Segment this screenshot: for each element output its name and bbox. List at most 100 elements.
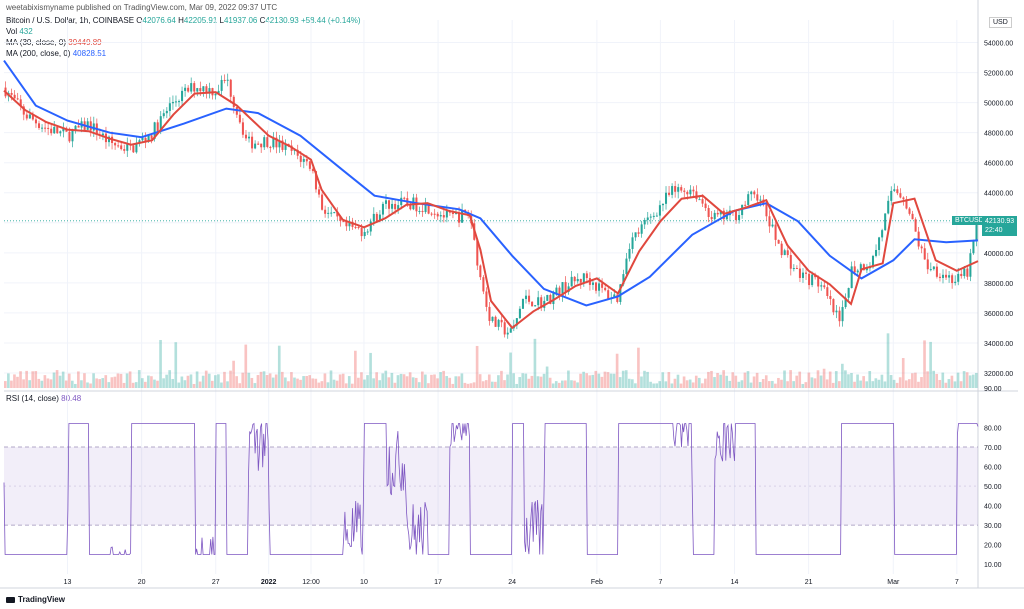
volume-bar [731,372,735,388]
volume-bar [576,382,579,388]
candle-body [476,239,479,266]
candle-body [388,200,391,209]
volume-bar [865,381,869,388]
candle-body [893,189,896,191]
volume-bar [591,374,595,388]
candle-body [13,94,16,99]
volume-bar [162,378,165,388]
volume-bar [433,374,436,388]
volume-bar [841,363,844,388]
volume-bar [859,380,862,388]
volume-bar [253,383,257,388]
candle-body [555,287,558,294]
volume-bar [512,373,515,388]
candle-body [311,168,314,172]
volume-bar [786,381,789,388]
volume-bar [61,371,65,388]
candle-body [871,255,875,268]
candle-body [859,264,862,271]
ohlc-open: O42076.64 [136,16,176,25]
candle-body [878,237,881,250]
volume-axis-label: 90.00 [984,386,1002,393]
candle-body [805,272,808,274]
volume-bar [478,374,482,388]
candle-body [616,294,619,302]
time-tick-label: 10 [360,579,368,586]
candle-body [25,114,28,119]
volume-bar [119,373,123,388]
volume-bar [226,381,229,388]
volume-bar [810,377,814,388]
candle-body [47,127,50,129]
volume-bar [323,373,327,388]
rsi-tick-label: 80.00 [984,425,1002,432]
candle-body [324,209,327,214]
volume-bar [667,372,671,388]
volume-bar [220,382,223,388]
candle-body [951,275,954,284]
candle-body [780,243,783,256]
candle-body [829,296,832,300]
candle-body [591,282,594,285]
candle-body [153,122,156,139]
volume-bar [360,372,363,388]
volume-bar [813,378,817,388]
grid [0,0,1024,589]
volume-bar [758,382,762,388]
candle-body [89,121,92,131]
volume-bar [777,377,780,388]
volume-bar [929,341,932,388]
candle-body [226,79,229,81]
candle-body [628,248,631,259]
volume-bar [898,377,902,388]
candle-body [835,310,838,313]
volume-bar [302,376,305,388]
candle-body [798,268,801,278]
candle-body [850,266,853,289]
volume-bar [764,375,768,388]
candle-body [649,216,652,218]
time-tick-label: Mar [887,579,900,586]
candle-body [241,122,244,135]
candle-body [576,278,579,282]
volume-bar [661,372,665,388]
volume-bar [424,374,427,388]
volume-bar [582,371,585,388]
vol-value: 432 [19,27,33,36]
candle-body [735,211,738,221]
candle-body [792,268,795,270]
candle-body [232,96,235,108]
volume-bar [655,383,659,388]
volume-bar [767,381,771,388]
volume-bar [439,372,442,388]
volume-bar [277,345,281,388]
volume-bar [287,381,290,388]
volume-bars [4,333,978,388]
candle-body [938,276,941,278]
time-tick-label: 13 [64,579,72,586]
candle-body [117,145,120,147]
volume-bar [77,371,80,388]
candle-body [461,209,464,223]
volume-bar [585,373,588,388]
rsi-value: 80.48 [61,394,82,403]
volume-bar [16,376,19,388]
ohlc-high: H42205.91 [178,16,218,25]
candle-body [756,194,759,201]
candle-body [31,114,34,120]
volume-bar [34,371,38,388]
volume-bar [694,375,698,388]
brand[interactable]: TradingView [6,595,65,604]
volume-bar [207,373,211,388]
candle-body [552,293,555,305]
volume-bar [491,381,494,388]
volume-bar [627,378,631,388]
currency-label[interactable]: USD [989,17,1012,28]
volume-bar [80,380,83,388]
candle-body [744,204,747,206]
candle-body [856,270,859,273]
candle-body [330,212,333,214]
volume-bar [405,376,409,388]
candle-body [923,248,926,260]
